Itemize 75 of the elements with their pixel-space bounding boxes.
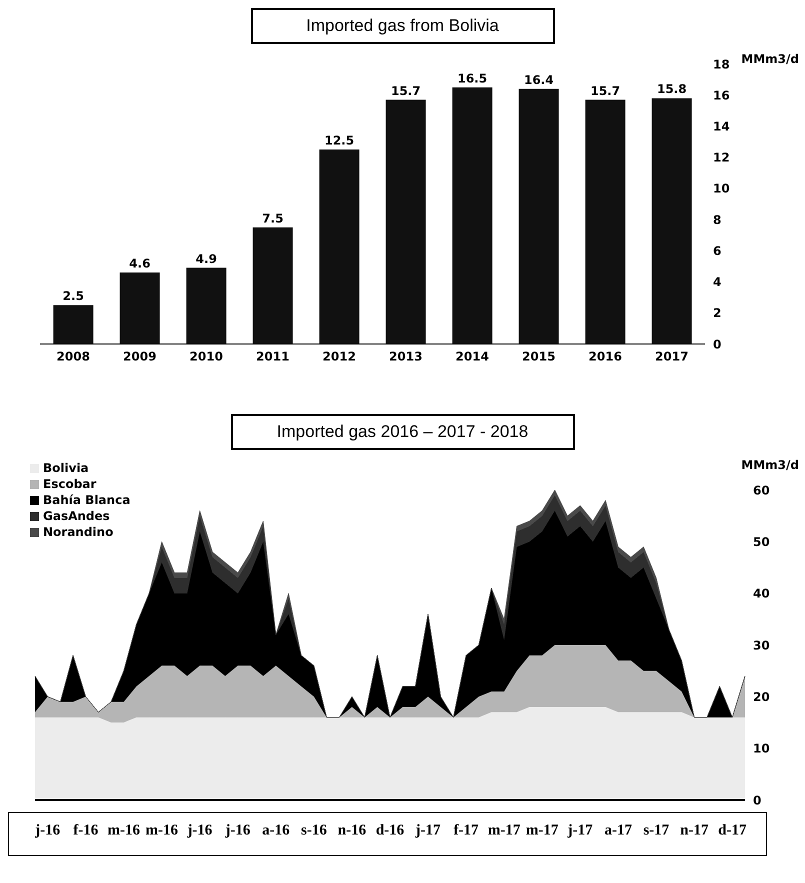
data-label: 15.7 xyxy=(590,84,620,98)
legend-label: Escobar xyxy=(43,476,96,492)
x-tick-label: j-17 xyxy=(566,822,594,839)
data-label: 15.7 xyxy=(390,84,421,98)
bar xyxy=(319,150,360,344)
y-tick-label: 60 xyxy=(753,483,770,498)
data-label: 2.5 xyxy=(62,289,84,304)
x-tick-label: d-17 xyxy=(718,822,747,839)
y-tick-label: 10 xyxy=(713,182,730,196)
y-tick-label: 14 xyxy=(713,119,730,134)
x-tick-label: 2012 xyxy=(322,350,356,364)
y-tick-label: 20 xyxy=(753,690,770,704)
y-tick-label: 16 xyxy=(713,88,730,102)
bar xyxy=(452,87,492,344)
x-tick-label: s-17 xyxy=(643,822,670,839)
x-tick-label: m-17 xyxy=(526,822,559,839)
x-tick-label: 2008 xyxy=(56,350,90,364)
x-tick-label: 2013 xyxy=(389,350,422,364)
y-tick-label: 10 xyxy=(753,742,770,756)
x-tick-label: a-17 xyxy=(604,822,632,839)
x-tick-label: 2010 xyxy=(190,350,223,364)
y-tick-label: 30 xyxy=(753,638,770,652)
x-tick-label: n-16 xyxy=(338,822,367,839)
x-tick-label: f-16 xyxy=(73,822,99,839)
x-tick-label: 2014 xyxy=(456,350,489,364)
y-tick-label: 4 xyxy=(713,275,722,290)
legend-label: Bahía Blanca xyxy=(43,492,130,508)
x-tick-label: j-17 xyxy=(414,822,442,839)
bar xyxy=(518,88,559,344)
x-tick-label: f-17 xyxy=(454,822,480,839)
data-label: 16.4 xyxy=(524,72,554,87)
y-tick-label: 18 xyxy=(713,57,730,72)
legend-label: Norandino xyxy=(43,524,114,540)
chart-title: Imported gas 2016 – 2017 - 2018 xyxy=(230,414,574,450)
bar xyxy=(252,227,293,344)
y-axis-title: MMm3/d xyxy=(741,458,799,472)
data-label: 12.5 xyxy=(324,134,354,148)
x-tick-label: 2016 xyxy=(588,350,622,364)
x-tick-label: j-16 xyxy=(186,822,213,839)
y-tick-label: 50 xyxy=(753,534,770,549)
data-label: 4.9 xyxy=(196,252,217,266)
y-axis-title: MMm3/d xyxy=(741,52,799,66)
x-tick-label: a-16 xyxy=(262,822,290,839)
x-tick-label: j-16 xyxy=(34,822,61,839)
y-tick-label: 40 xyxy=(753,586,770,601)
x-tick-label: 2011 xyxy=(256,350,290,364)
x-tick-label: s-16 xyxy=(301,822,328,839)
y-tick-label: 2 xyxy=(713,306,722,320)
y-tick-label: 0 xyxy=(753,793,762,808)
x-tick-label: 2017 xyxy=(655,350,688,364)
y-tick-label: 0 xyxy=(713,337,722,352)
chart-title: Imported gas from Bolivia xyxy=(250,8,554,44)
y-tick-label: 6 xyxy=(713,244,722,258)
bar xyxy=(386,100,426,344)
bar xyxy=(53,305,94,344)
x-tick-label: d-16 xyxy=(376,822,405,839)
x-tick-label: m-16 xyxy=(108,822,140,839)
y-tick-label: 8 xyxy=(713,212,722,227)
x-tick-label: 2009 xyxy=(123,350,156,364)
x-tick-label: n-17 xyxy=(680,822,709,839)
data-label: 4.6 xyxy=(129,256,150,270)
legend-label: GasAndes xyxy=(43,508,110,524)
bar xyxy=(652,98,692,344)
data-label: 7.5 xyxy=(262,211,284,226)
x-tick-label: j-16 xyxy=(224,822,251,839)
data-label: 16.5 xyxy=(457,71,488,86)
bar xyxy=(186,268,226,344)
x-tick-label: m-16 xyxy=(146,822,179,839)
x-tick-label: 2015 xyxy=(522,350,556,364)
bar xyxy=(585,100,626,344)
legend-label: Bolivia xyxy=(43,460,89,476)
y-tick-label: 12 xyxy=(713,150,730,165)
x-tick-label: m-17 xyxy=(488,822,521,839)
data-label: 15.8 xyxy=(656,82,687,96)
bar xyxy=(120,272,160,344)
